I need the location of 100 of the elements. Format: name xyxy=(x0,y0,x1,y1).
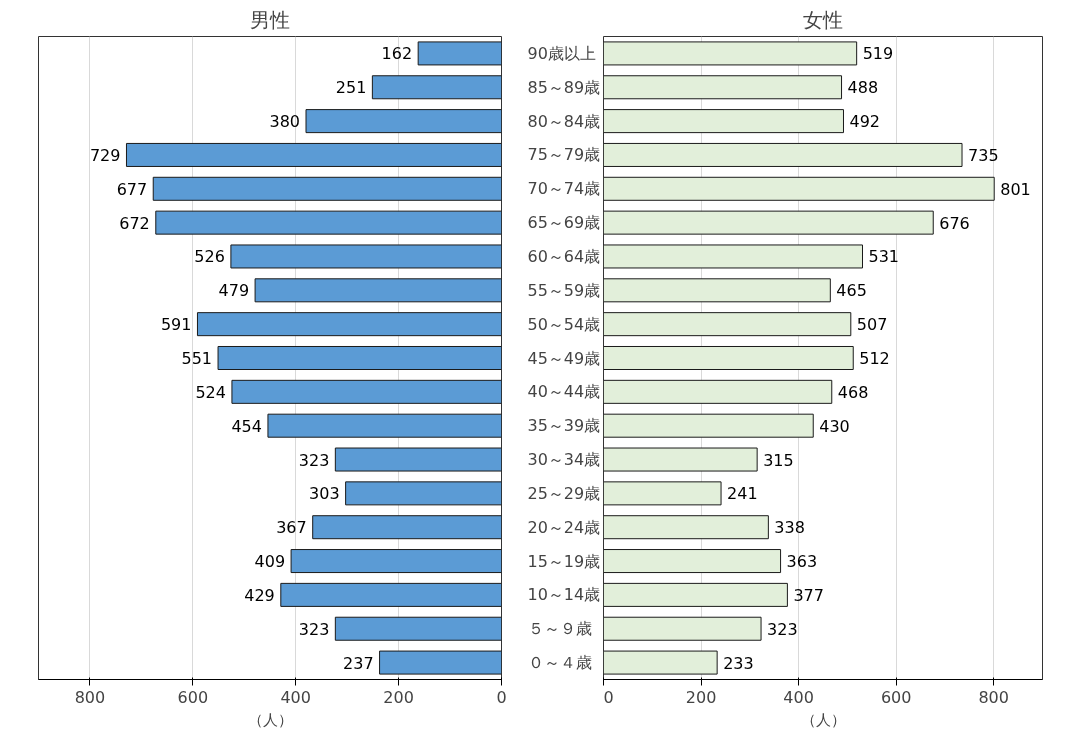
bar xyxy=(603,345,854,371)
y-tick-label: 10～14歳 xyxy=(527,585,601,605)
bar xyxy=(603,549,782,574)
data-label: 367 xyxy=(276,518,307,538)
x-tick-label: 800 xyxy=(74,687,106,707)
data-label: 315 xyxy=(763,450,794,470)
x-tick-label: 200 xyxy=(685,687,717,707)
bar xyxy=(603,244,864,269)
data-label: 479 xyxy=(218,281,250,301)
y-tick-label: 20～24歳 xyxy=(527,517,601,537)
bar xyxy=(196,312,502,337)
y-tick-label: 85～89歳 xyxy=(527,77,601,97)
bar xyxy=(417,41,502,66)
y-tick-label: 35～39歳 xyxy=(527,416,601,436)
x-tick-label: 400 xyxy=(783,687,814,707)
bar xyxy=(603,481,722,506)
data-label: 492 xyxy=(849,112,881,132)
y-tick-label: 50～54歳 xyxy=(527,314,601,334)
bar xyxy=(231,379,502,404)
y-tick-label: 45～49歳 xyxy=(527,348,601,368)
data-label: 519 xyxy=(862,44,894,64)
bar xyxy=(379,650,502,675)
bar xyxy=(603,515,769,540)
bar xyxy=(603,379,833,404)
y-tick-label: 40～44歳 xyxy=(527,382,601,402)
data-label: 729 xyxy=(89,145,121,165)
bar xyxy=(334,447,502,472)
bar xyxy=(345,481,502,506)
data-label: 409 xyxy=(254,552,286,572)
bar xyxy=(603,616,762,641)
data-label: 507 xyxy=(856,315,888,335)
bar xyxy=(603,109,844,134)
bar xyxy=(603,278,831,303)
y-tick-label: 80～84歳 xyxy=(527,111,601,131)
data-label: 338 xyxy=(774,518,805,538)
data-label: 363 xyxy=(786,552,818,572)
bar xyxy=(603,413,814,438)
data-label: 526 xyxy=(194,247,225,267)
data-label: 551 xyxy=(181,349,213,368)
data-label: 524 xyxy=(195,382,226,402)
data-label: 488 xyxy=(847,78,879,98)
bar xyxy=(603,650,718,675)
y-tick-label: 65～69歳 xyxy=(527,213,601,233)
data-label: 303 xyxy=(309,484,340,504)
bar xyxy=(152,176,502,201)
bar xyxy=(334,616,502,641)
x-axis-title: （人） xyxy=(247,710,293,728)
y-tick-label: 75～79歳 xyxy=(527,145,601,165)
bar xyxy=(603,447,758,472)
bar xyxy=(603,41,858,66)
chart-title: 女性 xyxy=(803,7,843,32)
x-tick-label: 200 xyxy=(383,687,414,707)
bar xyxy=(371,75,502,100)
data-label: 323 xyxy=(298,619,330,639)
y-tick-label: 70～74歳 xyxy=(527,179,601,199)
y-tick-label: 15～19歳 xyxy=(527,551,601,571)
data-label: 672 xyxy=(119,213,150,233)
data-label: 429 xyxy=(244,585,275,605)
data-label: 801 xyxy=(1000,179,1031,199)
chart-title: 男性 xyxy=(250,7,290,32)
bar xyxy=(603,312,852,337)
bar xyxy=(267,413,502,438)
bar xyxy=(603,582,788,607)
bar xyxy=(217,345,502,371)
y-tick-label: 55～59歳 xyxy=(527,280,601,300)
bar xyxy=(230,244,502,269)
y-tick-label: ５～９歳 xyxy=(527,619,592,639)
data-label: 454 xyxy=(231,416,262,436)
y-tick-label: ０～４歳 xyxy=(527,653,592,673)
x-tick-label: 600 xyxy=(177,687,209,707)
bar xyxy=(305,109,502,134)
data-label: 380 xyxy=(269,112,301,132)
bar xyxy=(254,278,502,303)
bar xyxy=(312,515,502,540)
data-label: 468 xyxy=(837,382,869,402)
y-tick-label: 90歳以上 xyxy=(527,43,596,63)
data-label: 241 xyxy=(727,484,758,504)
bar xyxy=(125,142,502,167)
data-label: 323 xyxy=(298,450,330,470)
data-label: 323 xyxy=(767,619,798,639)
data-label: 237 xyxy=(343,653,374,673)
data-label: 430 xyxy=(819,416,850,436)
data-label: 465 xyxy=(836,281,867,301)
bar xyxy=(290,549,502,574)
data-label: 251 xyxy=(335,78,367,98)
data-label: 233 xyxy=(723,653,754,673)
x-tick-label: 0 xyxy=(496,687,507,707)
data-label: 677 xyxy=(116,179,148,199)
x-tick-label: 800 xyxy=(978,687,1009,707)
bar xyxy=(603,75,843,100)
data-label: 676 xyxy=(939,213,970,233)
x-tick-label: 0 xyxy=(603,687,614,707)
y-tick-label: 25～29歳 xyxy=(527,483,601,503)
data-label: 162 xyxy=(381,44,413,64)
data-label: 512 xyxy=(859,349,890,368)
y-tick-label: 30～34歳 xyxy=(527,450,601,470)
data-label: 377 xyxy=(793,585,824,605)
x-tick-label: 600 xyxy=(880,687,912,707)
data-label: 591 xyxy=(160,315,192,335)
bar xyxy=(155,210,502,235)
